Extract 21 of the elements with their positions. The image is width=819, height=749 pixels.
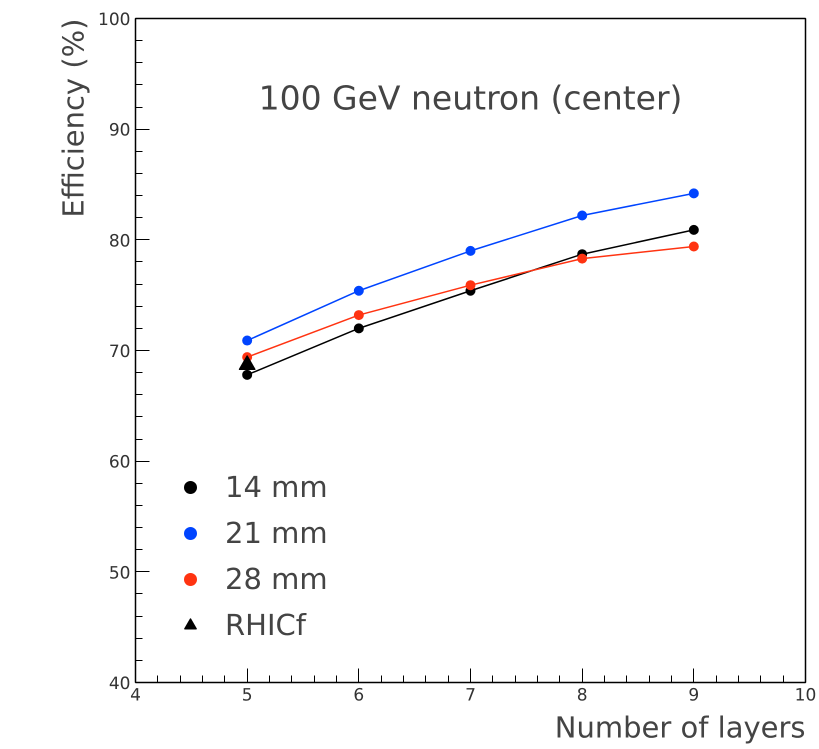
x-tick-label: 8 (576, 686, 588, 706)
x-tick-label: 10 (794, 686, 816, 706)
legend-label: 14 mm (225, 470, 328, 504)
x-tick-label: 6 (353, 686, 364, 706)
y-tick-label: 60 (108, 452, 131, 473)
text: 100 GeV neutron (center) (258, 78, 682, 118)
y-tick-label: 40 (108, 674, 131, 694)
y-tick-label: 80 (108, 231, 131, 252)
x-tick-label: 4 (130, 686, 141, 706)
legend-label: RHICf (225, 608, 306, 642)
y-tick-label: 90 (108, 120, 131, 141)
x-axis-title: Number of layers (554, 710, 806, 744)
y-tick-label: 100 (98, 10, 131, 30)
y-tick-label: 70 (108, 342, 131, 362)
x-tick-label: 9 (688, 686, 700, 706)
x-tick-label: 5 (242, 686, 253, 706)
y-tick-label: 50 (108, 563, 131, 584)
x-tick-label: 7 (465, 686, 476, 706)
legend-label: 28 mm (225, 562, 328, 596)
legend-label: 21 mm (225, 516, 328, 550)
y-axis-title: Efficiency (%) (56, 18, 90, 218)
